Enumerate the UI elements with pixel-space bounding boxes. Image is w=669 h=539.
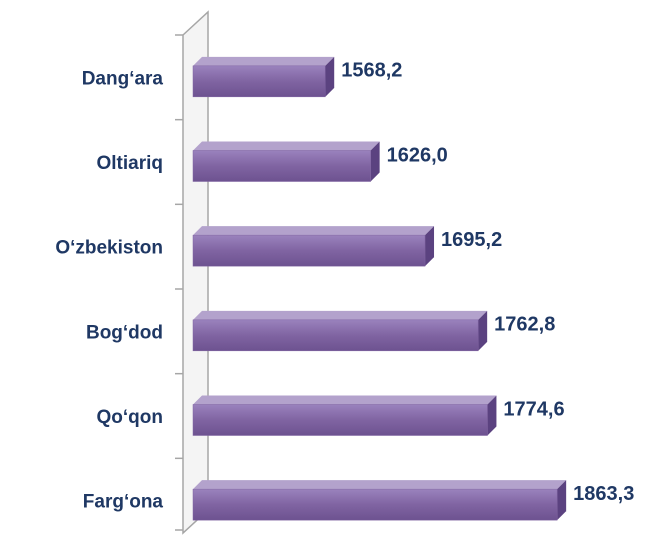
bar [192, 404, 488, 436]
bar-side [478, 310, 488, 351]
bar-side [370, 141, 380, 182]
bar-top [193, 56, 335, 66]
bar [192, 234, 426, 267]
y-tick-label: Oltiariq [96, 153, 163, 174]
value-label: 1695,2 [441, 229, 502, 251]
bar-top [193, 310, 488, 320]
y-tick-label: Qo‘qon [97, 407, 163, 428]
bar-top [193, 226, 435, 236]
bar [192, 65, 326, 98]
y-tick-label: Farg‘ona [83, 492, 164, 513]
value-label: 1774,6 [503, 398, 564, 420]
plot: 1568,2 Dang‘ara 1626,0 Oltiariq 1695,2 O‘zbek… [55, 34, 634, 531]
bar-side [487, 395, 497, 436]
bar-side [557, 480, 567, 521]
bar [192, 319, 479, 352]
bar-top [193, 480, 567, 490]
value-label: 1626,0 [387, 144, 448, 166]
y-tick-label: Dang‘ara [82, 68, 164, 89]
value-label: 1863,3 [573, 483, 634, 505]
value-label: 1762,8 [494, 314, 555, 336]
bar-side [425, 226, 435, 267]
y-tick-label: O‘zbekiston [55, 238, 163, 259]
y-tick-label: Bog‘dod [86, 322, 163, 343]
value-label: 1568,2 [341, 60, 402, 82]
bar-side [325, 56, 335, 97]
bar-top [193, 395, 497, 405]
bar [192, 150, 371, 182]
bar-top [193, 141, 380, 151]
bar [192, 488, 558, 521]
